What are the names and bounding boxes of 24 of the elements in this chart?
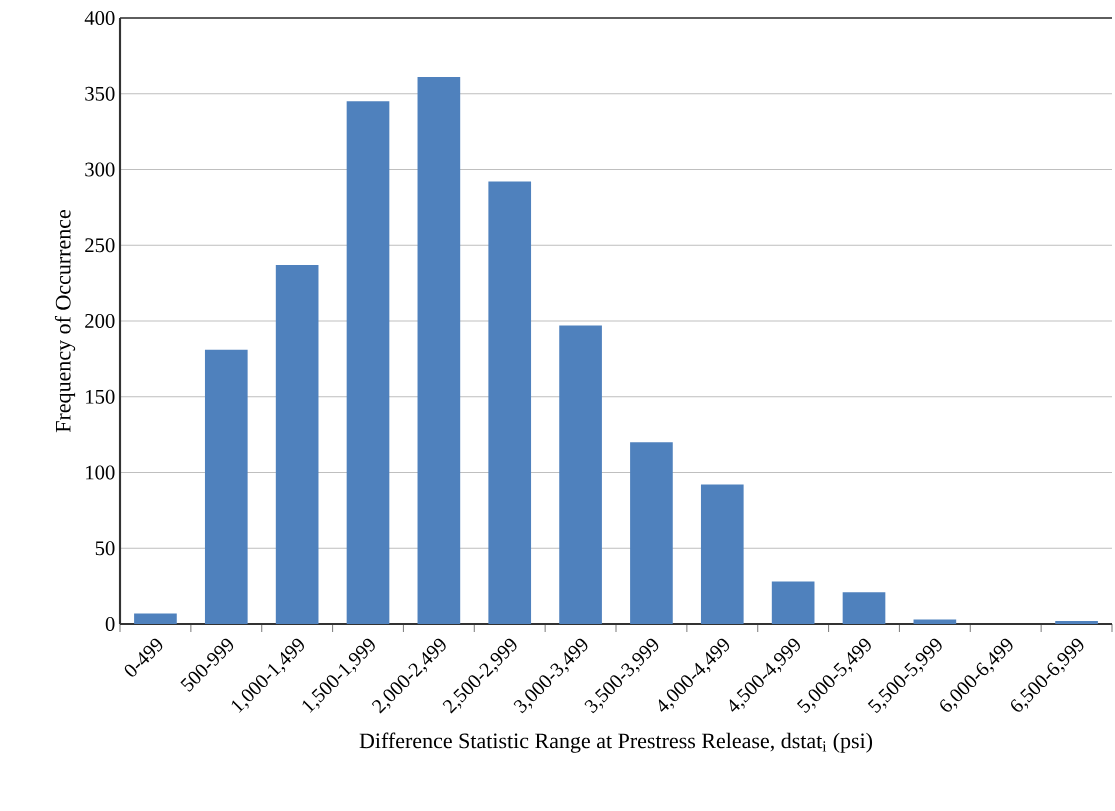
bar xyxy=(134,613,177,624)
bar xyxy=(1055,620,1098,624)
y-tick-label: 350 xyxy=(85,86,115,101)
x-axis-title: Difference Statistic Range at Prestress Release, dstat$_{i}$ (psi) xyxy=(359,732,873,753)
bar xyxy=(417,77,461,624)
bar xyxy=(275,264,319,624)
bar xyxy=(700,484,744,624)
y-tick-label: 200 xyxy=(85,314,115,328)
bar xyxy=(346,101,390,624)
y-axis-title: Frequency of Occurrence xyxy=(54,210,76,433)
y-tick-label: 250 xyxy=(85,238,115,253)
bar xyxy=(204,349,248,624)
y-tick-label: 50 xyxy=(95,541,115,556)
bar xyxy=(913,619,957,624)
y-tick-label: 100 xyxy=(86,465,115,480)
bar xyxy=(842,592,886,624)
bar xyxy=(559,325,602,624)
y-tick-label: 300 xyxy=(85,162,115,177)
y-tick-label: 150 xyxy=(86,389,115,404)
bar xyxy=(488,181,532,624)
bar xyxy=(630,442,673,624)
y-tick-label: 400 xyxy=(84,11,115,25)
bar xyxy=(771,581,815,624)
y-tick-label: 0 xyxy=(105,617,115,631)
